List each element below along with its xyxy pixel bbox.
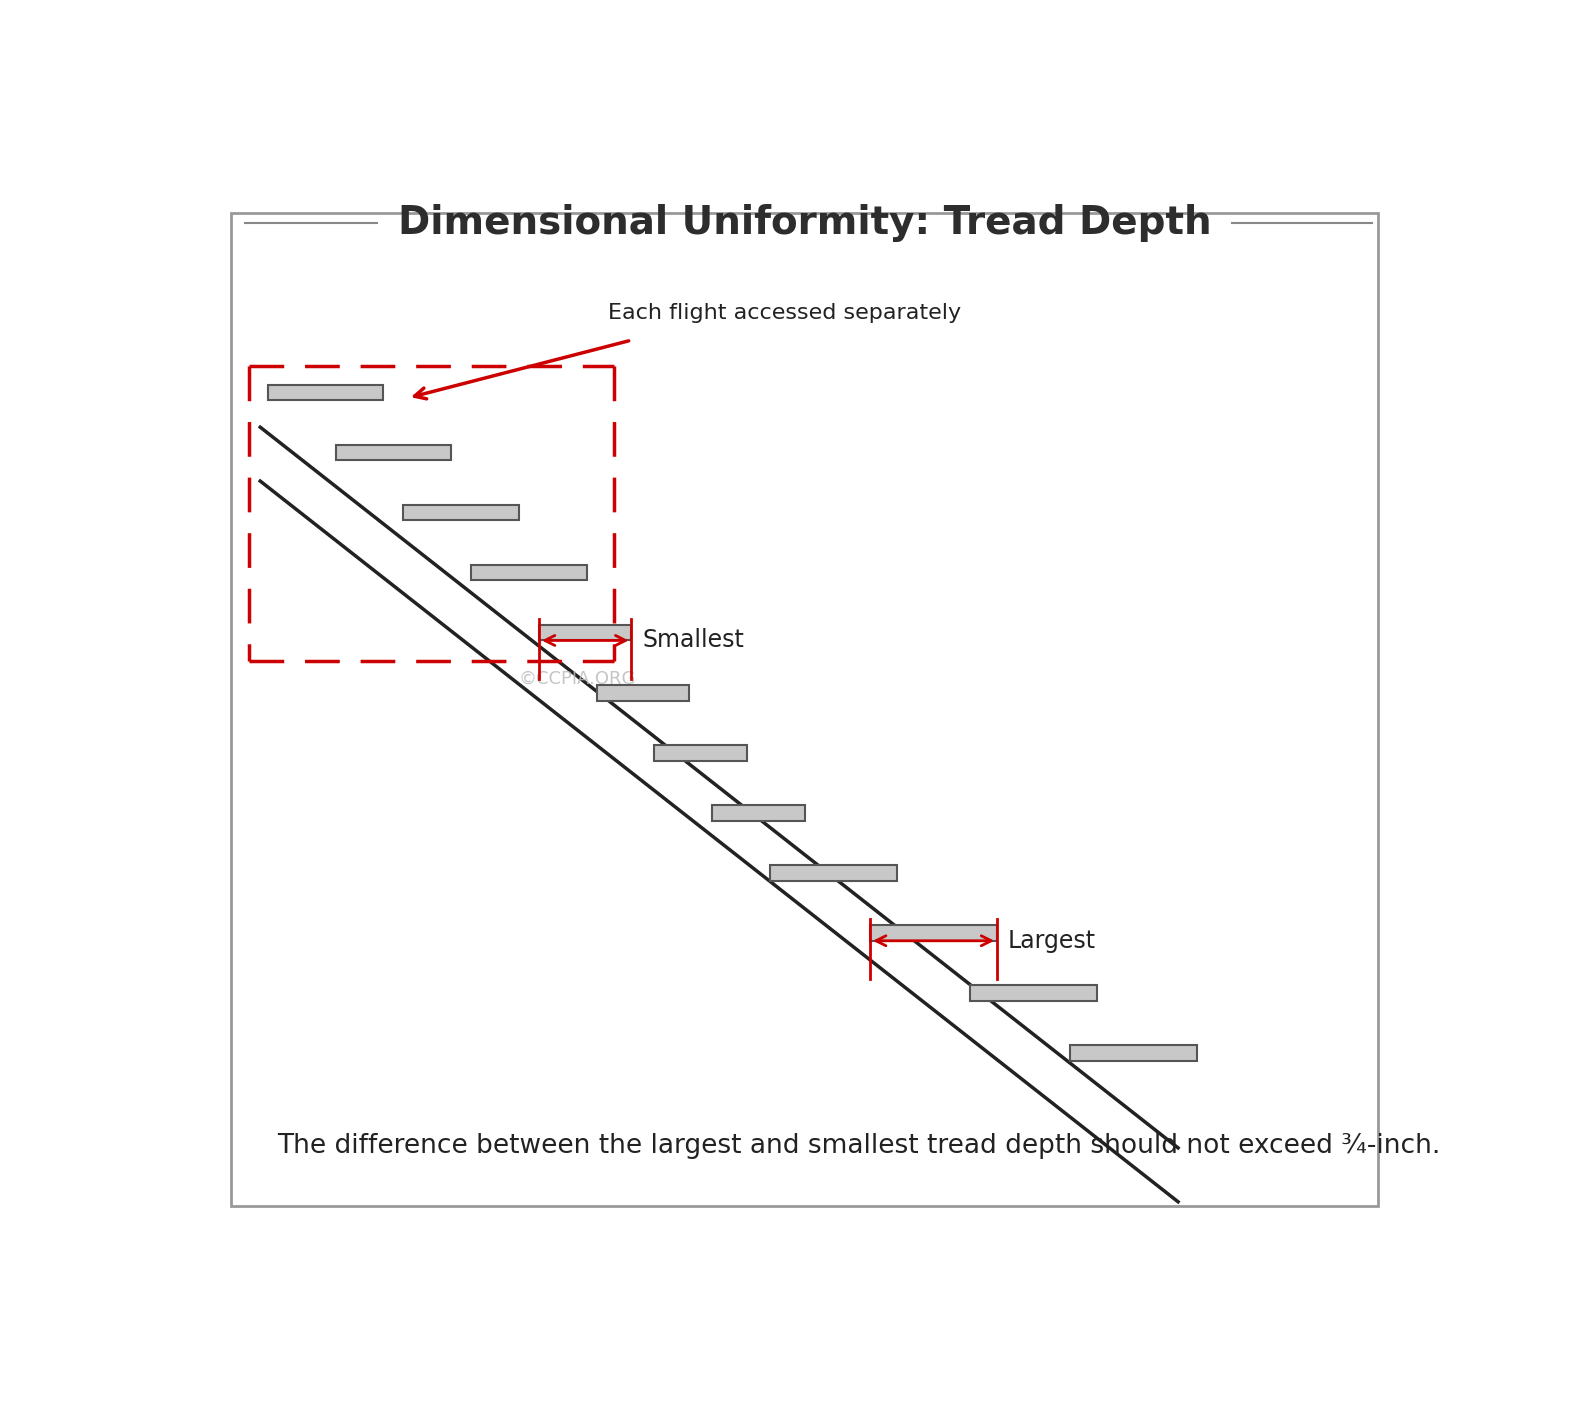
Bar <box>655 746 747 760</box>
Text: ©CCPIA.ORG: ©CCPIA.ORG <box>518 670 636 687</box>
Text: Largest: Largest <box>1008 929 1096 953</box>
Bar <box>336 445 451 460</box>
Bar <box>268 384 383 400</box>
Bar <box>471 565 587 581</box>
Bar <box>769 865 896 881</box>
Bar <box>403 505 520 521</box>
Text: Each flight accessed separately: Each flight accessed separately <box>608 303 961 323</box>
Text: Dimensional Uniformity: Tread Depth: Dimensional Uniformity: Tread Depth <box>397 203 1212 242</box>
Text: The difference between the largest and smallest tread depth should not exceed ¾-: The difference between the largest and s… <box>278 1133 1441 1160</box>
Bar <box>539 625 631 640</box>
Bar <box>597 684 689 700</box>
Text: Smallest: Smallest <box>642 629 744 653</box>
Bar <box>1071 1046 1198 1062</box>
Bar <box>870 925 997 941</box>
Bar <box>970 985 1097 1000</box>
Bar <box>713 805 805 821</box>
